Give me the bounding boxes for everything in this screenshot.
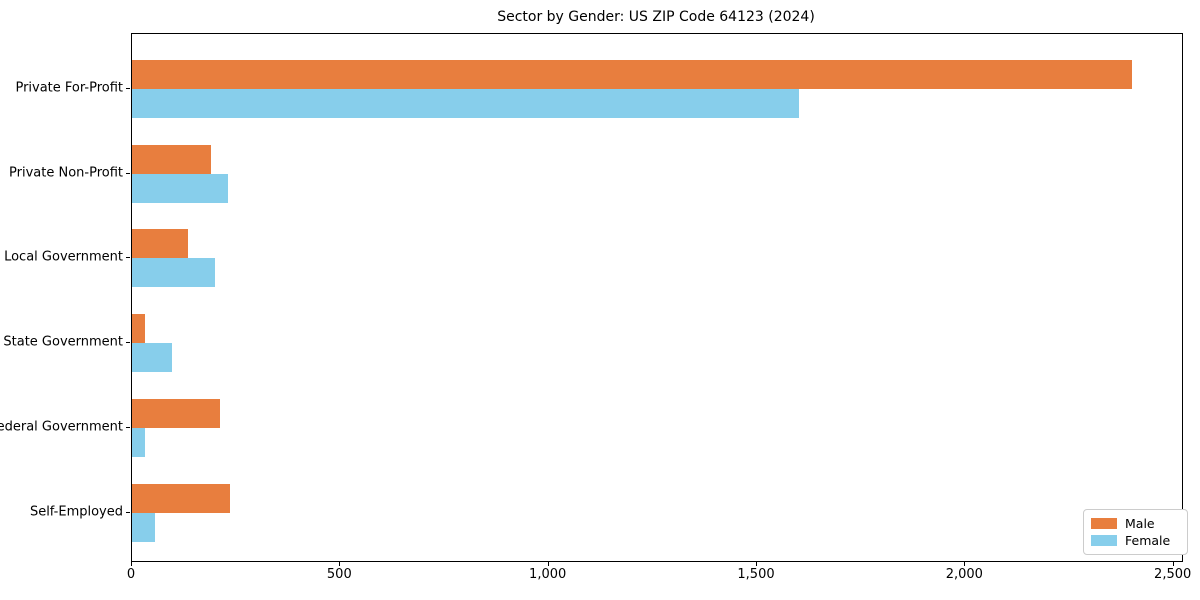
x-tick-mark [339, 561, 341, 566]
bar-female [132, 173, 228, 203]
x-tick-mark [1172, 561, 1174, 566]
bar-male [132, 483, 230, 513]
bar-male [132, 398, 220, 428]
y-tick-mark [126, 88, 130, 89]
x-tick-label: 0 [126, 567, 136, 582]
chart-title: Sector by Gender: US ZIP Code 64123 (202… [497, 9, 815, 25]
x-tick-label: 2,000 [945, 567, 983, 582]
y-tick-label: Self-Employed [29, 504, 123, 519]
bar-female [132, 343, 172, 373]
y-tick-label: Local Government [4, 249, 123, 265]
x-tick-mark [964, 561, 966, 566]
legend-swatch-male [1091, 518, 1117, 529]
bar-male [132, 229, 189, 259]
bar-female [132, 258, 216, 288]
y-tick-label: Private Non-Profit [9, 165, 123, 181]
bar-female [132, 427, 145, 457]
legend-item-male: Male [1091, 515, 1179, 532]
legend-label-female: Female [1125, 533, 1171, 548]
bar-male [132, 60, 1132, 89]
legend-swatch-female [1091, 535, 1117, 546]
x-tick-mark [131, 561, 132, 566]
y-tick-label: Federal Government [0, 419, 123, 435]
x-tick-label: 1,500 [737, 567, 775, 582]
legend-label-male: Male [1125, 516, 1155, 531]
x-tick-mark [756, 561, 757, 566]
y-tick-label: State Government [3, 334, 123, 350]
y-tick-mark [126, 172, 130, 174]
y-tick-mark [126, 426, 130, 428]
legend: Male Female [1083, 509, 1188, 555]
y-tick-mark [126, 342, 130, 344]
y-tick-label: Private For-Profit [15, 80, 123, 96]
x-tick-label: 500 [326, 567, 352, 582]
bar-male [132, 144, 212, 174]
x-tick-label: 1,000 [529, 567, 567, 582]
y-tick-mark [126, 511, 130, 513]
y-tick-mark [126, 257, 130, 259]
x-tick-mark [547, 561, 549, 566]
legend-item-female: Female [1091, 532, 1179, 549]
bar-female [132, 512, 155, 542]
bar-female [132, 89, 799, 118]
bar-male [132, 314, 145, 344]
plot-area: Male Female [131, 33, 1188, 562]
x-tick-label: 2,500 [1154, 567, 1192, 582]
